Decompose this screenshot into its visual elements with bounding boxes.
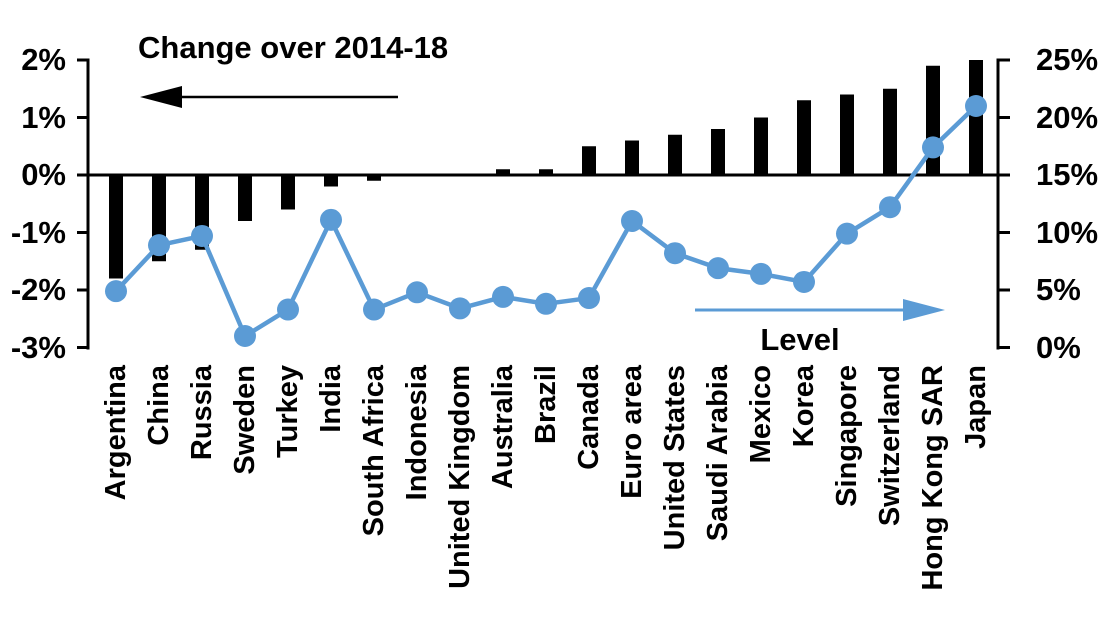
- level-marker: [621, 210, 643, 232]
- bar: [840, 94, 854, 175]
- level-marker: [320, 208, 342, 231]
- level-marker: [535, 292, 557, 315]
- y-axis-left-tick-label: -2%: [10, 272, 66, 307]
- y-axis-right-tick-label: 5%: [1036, 272, 1081, 307]
- bar: [324, 175, 338, 187]
- bar: [625, 140, 639, 175]
- bar: [711, 129, 725, 175]
- y-axis-right-tick-label: 25%: [1036, 42, 1099, 77]
- level-marker: [965, 95, 987, 117]
- bar: [238, 175, 252, 221]
- level-marker: [406, 281, 428, 304]
- chart-title: Change over 2014-18: [138, 30, 449, 65]
- level-marker: [148, 234, 170, 257]
- y-axis-right-tick-label: 20%: [1036, 99, 1099, 135]
- level-marker: [277, 298, 299, 321]
- bar: [668, 134, 682, 175]
- level-marker: [707, 257, 729, 280]
- level-marker: [105, 280, 127, 303]
- level-marker: [664, 242, 686, 265]
- bar: [281, 175, 295, 210]
- level-marker: [836, 222, 858, 245]
- level-series-label: Level: [760, 322, 840, 357]
- y-axis-right-tick-label: 0%: [1036, 329, 1081, 365]
- y-axis-right-tick-label: 15%: [1036, 157, 1099, 192]
- bar: [754, 117, 768, 175]
- level-marker: [578, 287, 600, 310]
- bar: [926, 65, 940, 175]
- bar: [797, 100, 811, 175]
- bar: [496, 169, 510, 175]
- bar: [539, 169, 553, 175]
- level-marker: [234, 325, 256, 347]
- level-marker: [879, 196, 901, 219]
- y-axis-left-tick-label: 1%: [21, 99, 66, 135]
- bar: [969, 60, 983, 175]
- y-axis-left-tick-label: 2%: [21, 42, 66, 77]
- change-arrow-left-icon: [140, 86, 398, 108]
- bar: [109, 175, 123, 279]
- level-marker: [492, 285, 514, 308]
- level-marker: [449, 297, 471, 320]
- y-axis-left-tick-label: 0%: [21, 157, 66, 192]
- bar: [883, 88, 897, 175]
- level-arrow-right-icon: [695, 299, 945, 321]
- y-axis-left-tick-label: -3%: [10, 329, 66, 365]
- level-marker: [191, 224, 213, 247]
- level-marker: [363, 298, 385, 321]
- level-marker: [793, 270, 815, 293]
- bar: [582, 146, 596, 175]
- level-marker: [922, 136, 944, 159]
- level-marker: [750, 262, 772, 285]
- bar: [367, 175, 381, 181]
- y-axis-left-tick-label: -1%: [10, 214, 66, 250]
- y-axis-right-tick-label: 10%: [1036, 214, 1099, 250]
